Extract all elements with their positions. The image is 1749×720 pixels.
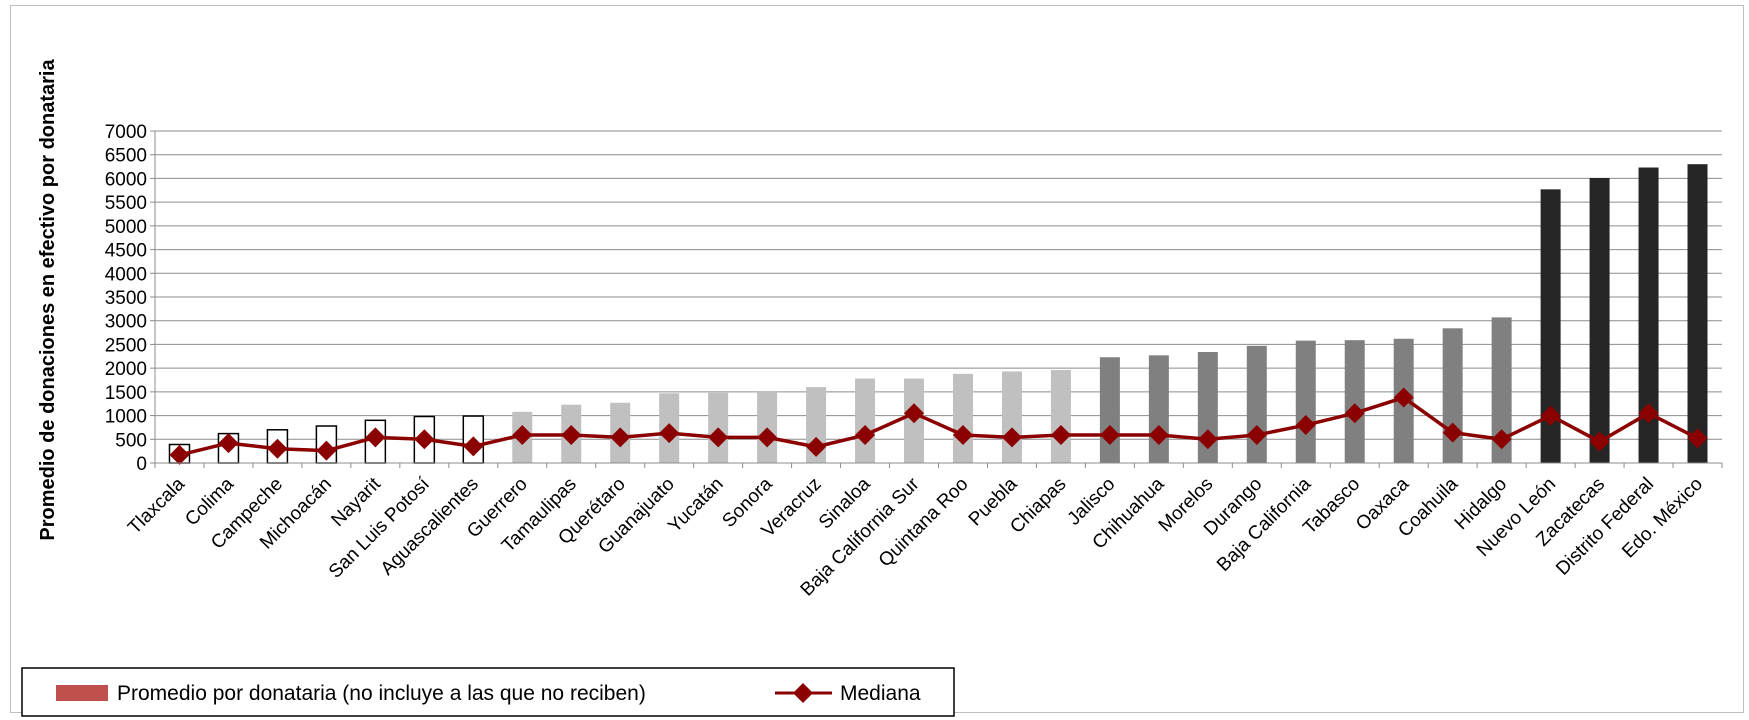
median-marker-yucat-n bbox=[708, 427, 729, 448]
legend: Promedio por donataria (no incluye a las… bbox=[21, 667, 955, 717]
median-marker-edo-m-xico bbox=[1687, 428, 1708, 449]
median-line bbox=[179, 395, 1699, 457]
bar-sinaloa bbox=[855, 378, 876, 463]
y-tick-label: 5000 bbox=[105, 217, 147, 238]
y-tick-label: 3000 bbox=[105, 312, 147, 333]
y-tick-label: 5500 bbox=[105, 193, 147, 214]
median-marker-veracruz bbox=[806, 436, 827, 457]
median-marker-chihuahua bbox=[1148, 425, 1169, 446]
median-markers bbox=[169, 387, 1708, 465]
median-marker-quintana-roo bbox=[952, 425, 973, 446]
axes bbox=[150, 130, 1723, 468]
x-tick-label: Yucatán bbox=[664, 474, 727, 537]
median-marker-san-luis-potos- bbox=[414, 429, 435, 450]
y-tick-label: 4000 bbox=[105, 264, 147, 285]
y-tick-label: 4500 bbox=[105, 241, 147, 262]
median-marker-campeche bbox=[267, 438, 288, 459]
median-marker-hidalgo bbox=[1491, 429, 1512, 450]
y-tick-label: 2500 bbox=[105, 335, 147, 356]
bar-tabasco bbox=[1344, 340, 1365, 463]
median-marker-durango bbox=[1246, 425, 1267, 446]
median-marker-guerrero bbox=[512, 425, 533, 446]
median-marker-baja-california bbox=[1295, 415, 1316, 436]
x-tick-label: Tlaxcala bbox=[124, 473, 189, 538]
bar-distrito-federal bbox=[1638, 167, 1659, 463]
y-tick-label: 6500 bbox=[105, 146, 147, 167]
y-tick-label: 7000 bbox=[105, 122, 147, 143]
bars bbox=[168, 164, 1708, 464]
median-marker-tamaulipas bbox=[561, 425, 582, 446]
bar-puebla bbox=[1001, 371, 1022, 463]
median-marker-michoac-n bbox=[316, 440, 337, 461]
bar-chiapas bbox=[1050, 370, 1071, 463]
median-marker-oaxaca bbox=[1393, 387, 1414, 408]
median-marker-nuevo-le-n bbox=[1540, 405, 1561, 426]
median-marker-aguascalientes bbox=[463, 436, 484, 457]
bar-baja-california bbox=[1295, 340, 1316, 463]
median-marker-zacatecas bbox=[1589, 431, 1610, 452]
legend-bar-swatch bbox=[56, 685, 108, 701]
legend-label-promedio: Promedio por donataria (no incluye a las… bbox=[117, 682, 646, 705]
median-marker-morelos bbox=[1197, 429, 1218, 450]
median-marker-tabasco bbox=[1344, 403, 1365, 424]
median-marker-distrito-federal bbox=[1638, 403, 1659, 424]
bar-chihuahua bbox=[1148, 355, 1169, 463]
median-marker-sonora bbox=[757, 427, 778, 448]
y-tick-label: 6000 bbox=[105, 169, 147, 190]
legend-label-mediana: Mediana bbox=[840, 682, 921, 705]
bar-edo-m-xico bbox=[1687, 164, 1708, 463]
median-marker-puebla bbox=[1001, 427, 1022, 448]
median-marker-jalisco bbox=[1099, 425, 1120, 446]
median-marker-coahuila bbox=[1442, 422, 1463, 443]
bar-coahuila bbox=[1442, 328, 1463, 463]
legend-diamond-marker bbox=[793, 683, 813, 703]
bar-nuevo-le-n bbox=[1540, 189, 1561, 463]
median-marker-tlaxcala bbox=[169, 444, 190, 465]
bar-hidalgo bbox=[1491, 317, 1512, 463]
y-tick-label: 0 bbox=[136, 454, 147, 475]
bar-durango bbox=[1246, 345, 1267, 463]
y-tick-label: 1000 bbox=[105, 407, 147, 428]
bar-quintana-roo bbox=[952, 373, 973, 463]
y-tick-label: 3500 bbox=[105, 288, 147, 309]
median-polyline bbox=[179, 395, 1699, 457]
median-marker-chiapas bbox=[1050, 425, 1071, 446]
y-tick-label: 500 bbox=[115, 430, 147, 451]
median-marker-colima bbox=[218, 433, 239, 454]
y-tick-label: 2000 bbox=[105, 359, 147, 380]
y-tick-label: 1500 bbox=[105, 383, 147, 404]
median-marker-nayarit bbox=[365, 427, 386, 448]
median-marker-baja-california-sur bbox=[904, 403, 925, 424]
median-marker-quer-taro bbox=[610, 427, 631, 448]
x-tick-labels: TlaxcalaColimaCampecheMichoacánNayaritSa… bbox=[124, 473, 1707, 600]
median-marker-guanajuato bbox=[659, 423, 680, 444]
y-axis-label: Promedio de donaciones en efectivo por d… bbox=[37, 59, 59, 541]
y-tick-labels: 0500100015002000250030003500400045005000… bbox=[105, 122, 147, 475]
bar-zacatecas bbox=[1589, 177, 1610, 463]
bar-jalisco bbox=[1099, 357, 1120, 463]
median-marker-sinaloa bbox=[855, 425, 876, 446]
gridlines bbox=[155, 130, 1722, 440]
